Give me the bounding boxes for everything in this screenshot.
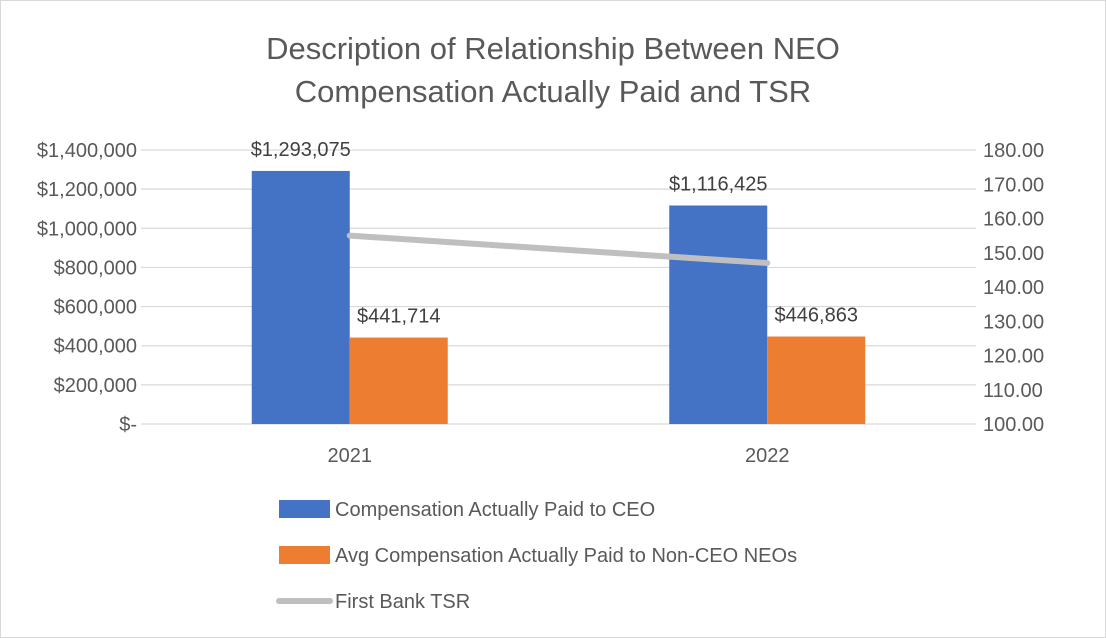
right-tick-label: 100.00 [983, 414, 1044, 436]
left-tick-label: $400,000 [54, 336, 137, 358]
left-tick-label: $1,200,000 [37, 179, 137, 201]
chart-title: Description of Relationship Between NEO C… [266, 31, 840, 109]
right-tick-label: 110.00 [983, 380, 1043, 402]
x-axis: 2021 2022 [328, 445, 790, 467]
right-axis: 100.00 110.00 120.00 130.00 140.00 150.00 160.… [983, 140, 1044, 436]
ceo-bar-2021 [251, 170, 350, 424]
ceo-bar-2022 [669, 205, 768, 424]
bar-data-label: $446,863 [775, 305, 858, 327]
legend-label: Compensation Actually Paid to CEO [335, 499, 655, 521]
bars [251, 170, 866, 424]
chart-title-line: Compensation Actually Paid and TSR [295, 74, 811, 109]
right-tick-label: 150.00 [983, 243, 1044, 265]
legend-label: Avg Compensation Actually Paid to Non-CE… [335, 545, 797, 567]
left-axis: $- $200,000 $400,000 $600,000 $800,000 $1,000… [37, 140, 137, 436]
tsr-line [346, 232, 771, 267]
data-labels: $1,293,075 $441,714 $1,116,425 $446,863 [251, 139, 858, 328]
legend: Compensation Actually Paid to CEO Avg Com… [276, 499, 797, 613]
chart-title-line: Description of Relationship Between NEO [266, 31, 840, 66]
left-tick-label: $1,000,000 [37, 218, 137, 240]
legend-swatch [279, 546, 330, 564]
left-tick-label: $800,000 [54, 257, 137, 279]
right-tick-label: 180.00 [983, 140, 1044, 162]
legend-swatch [279, 500, 330, 518]
left-tick-label: $- [119, 414, 137, 436]
x-tick-label: 2021 [328, 445, 373, 467]
tsr-line-path [346, 232, 771, 267]
right-tick-label: 160.00 [983, 209, 1044, 231]
right-tick-label: 140.00 [983, 277, 1044, 299]
legend-label: First Bank TSR [335, 591, 470, 613]
left-tick-label: $1,400,000 [37, 140, 137, 162]
right-tick-label: 120.00 [983, 346, 1044, 368]
bar-data-label: $1,293,075 [251, 139, 351, 161]
bar-data-label: $1,116,425 [669, 173, 768, 195]
x-tick-label: 2022 [745, 445, 790, 467]
bar-data-label: $441,714 [357, 306, 440, 328]
right-tick-label: 130.00 [983, 311, 1044, 333]
non-ceo-bar-2022 [767, 336, 866, 424]
non-ceo-bar-2021 [349, 337, 448, 424]
left-tick-label: $600,000 [54, 297, 137, 319]
right-tick-label: 170.00 [983, 174, 1044, 196]
left-tick-label: $200,000 [54, 375, 137, 397]
